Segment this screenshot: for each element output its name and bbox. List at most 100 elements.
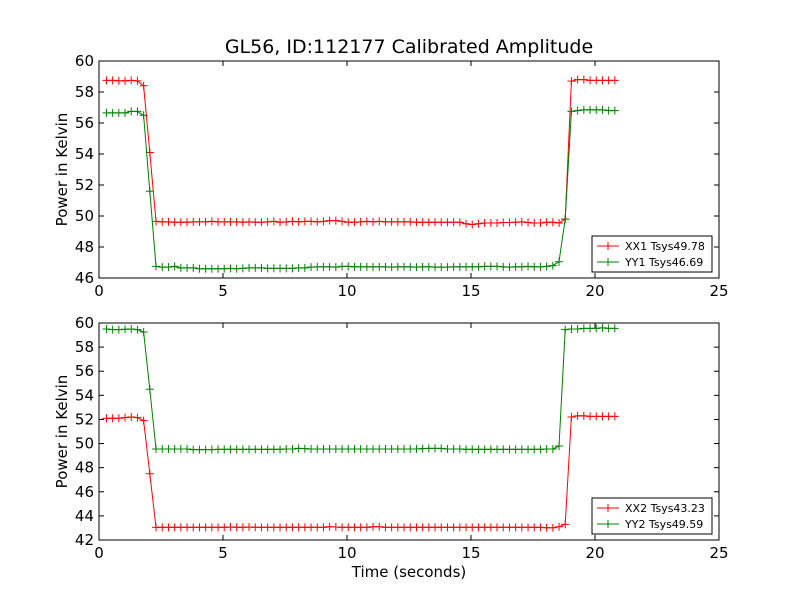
chart2-y-tick-label: 52 bbox=[75, 410, 94, 428]
chart2-series-2-point bbox=[598, 323, 607, 332]
chart2-y-tick-label: 56 bbox=[75, 362, 94, 380]
chart2-x-tick-label: 5 bbox=[218, 544, 228, 562]
chart1-series-2-point bbox=[555, 257, 564, 266]
chart1-series-1-point bbox=[145, 148, 154, 157]
chart2-series-1-point bbox=[610, 412, 619, 421]
chart1-series-1-point bbox=[517, 217, 526, 226]
chart2-series-1-point bbox=[579, 411, 588, 420]
chart1-series-1-point bbox=[567, 77, 576, 86]
chart2-legend-marker-2 bbox=[604, 520, 612, 528]
chart2-series-2-point bbox=[102, 325, 111, 334]
chart2-legend-label-2: YY2 Tsys49.59 bbox=[624, 518, 703, 531]
chart2-x-tick-label: 15 bbox=[461, 544, 480, 562]
chart1-series-1-point bbox=[548, 218, 557, 227]
chart1-x-tick-label: 5 bbox=[218, 282, 228, 300]
chart2-legend-marker-1 bbox=[604, 504, 612, 512]
chart1-series-2-point bbox=[170, 262, 179, 271]
chart1-y-tick-label: 54 bbox=[75, 145, 94, 163]
chart1-series-2-point bbox=[573, 106, 582, 115]
chart2-series-1-point bbox=[548, 523, 557, 532]
chart2-series-2-point bbox=[561, 325, 570, 334]
chart2-x-axis-label: Time (seconds) bbox=[351, 563, 467, 581]
chart2-series-1-point bbox=[567, 413, 576, 422]
chart1-series-1-point bbox=[338, 217, 347, 226]
chart1-series-2-point bbox=[189, 263, 198, 272]
chart2-series-1-point bbox=[133, 413, 142, 422]
chart2-y-tick-label: 46 bbox=[75, 483, 94, 501]
chart1-series-2-point bbox=[548, 261, 557, 270]
chart1-y-axis-label: Power in Kelvin bbox=[53, 113, 71, 227]
chart2-x-tick-label: 0 bbox=[94, 544, 104, 562]
chart1-y-tick-label: 52 bbox=[75, 176, 94, 194]
chart1-y-tick-label: 56 bbox=[75, 114, 94, 132]
chart1-series-1-point bbox=[610, 76, 619, 85]
chart1-series-1-point bbox=[462, 219, 471, 228]
chart1-legend-label-1: XX1 Tsys49.78 bbox=[625, 240, 705, 253]
chart2-x-tick-label: 20 bbox=[585, 544, 604, 562]
chart2-series-2-point bbox=[573, 325, 582, 334]
chart1-series-1-point bbox=[579, 75, 588, 84]
chart1-y-tick-label: 46 bbox=[75, 269, 94, 287]
chart2-series-2-point bbox=[145, 385, 154, 394]
chart1-series-2-point bbox=[164, 263, 173, 272]
chart2-series-1-point bbox=[561, 520, 570, 529]
chart1-series-1-point bbox=[133, 76, 142, 85]
chart1-series-2-point bbox=[145, 187, 154, 196]
chart1-series-1-point bbox=[139, 81, 148, 90]
chart2-y-tick-label: 50 bbox=[75, 435, 94, 453]
chart1-series-1-point bbox=[555, 218, 564, 227]
chart2-series-2-point bbox=[610, 324, 619, 333]
chart2-series-1-point bbox=[375, 522, 384, 531]
chart1-series-1-point bbox=[319, 217, 328, 226]
chart1-series-1-point bbox=[269, 217, 278, 226]
chart1-title: GL56, ID:112177 Calibrated Amplitude bbox=[225, 36, 593, 58]
chart1-x-tick-label: 25 bbox=[709, 282, 728, 300]
chart1-x-tick-label: 10 bbox=[337, 282, 356, 300]
chart2-y-tick-label: 44 bbox=[75, 507, 94, 525]
chart1-x-tick-label: 0 bbox=[94, 282, 104, 300]
chart1-series-2-point bbox=[300, 263, 309, 272]
chart1-series-2-point bbox=[152, 262, 161, 271]
chart1-series-1-point bbox=[331, 216, 340, 225]
chart1-series-2-point bbox=[139, 111, 148, 120]
chart2-legend-box bbox=[591, 497, 713, 535]
chart1-series-2-point bbox=[121, 108, 130, 117]
chart1-legend-label-2: YY1 Tsys46.69 bbox=[624, 256, 703, 269]
chart2-series-2-point bbox=[437, 444, 446, 453]
chart1-series-2-point bbox=[331, 263, 340, 272]
chart2-series-1-point bbox=[145, 469, 154, 478]
chart1-series-1-point bbox=[455, 218, 464, 227]
chart2-series-1-point bbox=[362, 523, 371, 532]
chart1-series-2-point bbox=[598, 105, 607, 114]
chart1-y-tick-label: 60 bbox=[75, 52, 94, 70]
chart2-y-tick-label: 42 bbox=[75, 531, 94, 549]
chart2-y-tick-label: 54 bbox=[75, 386, 94, 404]
chart2-series-1-point bbox=[121, 413, 130, 422]
chart2-series-2-point bbox=[183, 444, 192, 453]
chart2-series-1-point bbox=[555, 522, 564, 531]
chart1-legend-box bbox=[591, 235, 713, 273]
chart1-series-2-point bbox=[133, 107, 142, 116]
chart1-series-1-point bbox=[474, 219, 483, 228]
chart1-series-2-point bbox=[542, 262, 551, 271]
chart2-y-tick-label: 48 bbox=[75, 459, 94, 477]
chart1-series-1-point bbox=[536, 218, 545, 227]
chart1-y-tick-label: 50 bbox=[75, 207, 94, 225]
chart2-series-1-point bbox=[139, 416, 148, 425]
chart2-series-2-point bbox=[592, 324, 601, 333]
chart2-series-2-point bbox=[139, 328, 148, 337]
chart1-x-tick-label: 15 bbox=[461, 282, 480, 300]
chart1-x-tick-label: 20 bbox=[585, 282, 604, 300]
chart2-series-1-point bbox=[127, 413, 136, 422]
chart2-legend-label-1: XX2 Tsys43.23 bbox=[625, 502, 705, 515]
chart2-series-2-point bbox=[555, 441, 564, 450]
chart1-series-2-point bbox=[610, 106, 619, 115]
chart1-series-2-point bbox=[561, 215, 570, 224]
chart2-series-2-point bbox=[133, 325, 142, 334]
chart2-series-2-point bbox=[127, 325, 136, 334]
chart1-series-1-point bbox=[468, 220, 477, 229]
chart1-y-tick-label: 58 bbox=[75, 83, 94, 101]
chart2-y-tick-label: 60 bbox=[75, 314, 94, 332]
